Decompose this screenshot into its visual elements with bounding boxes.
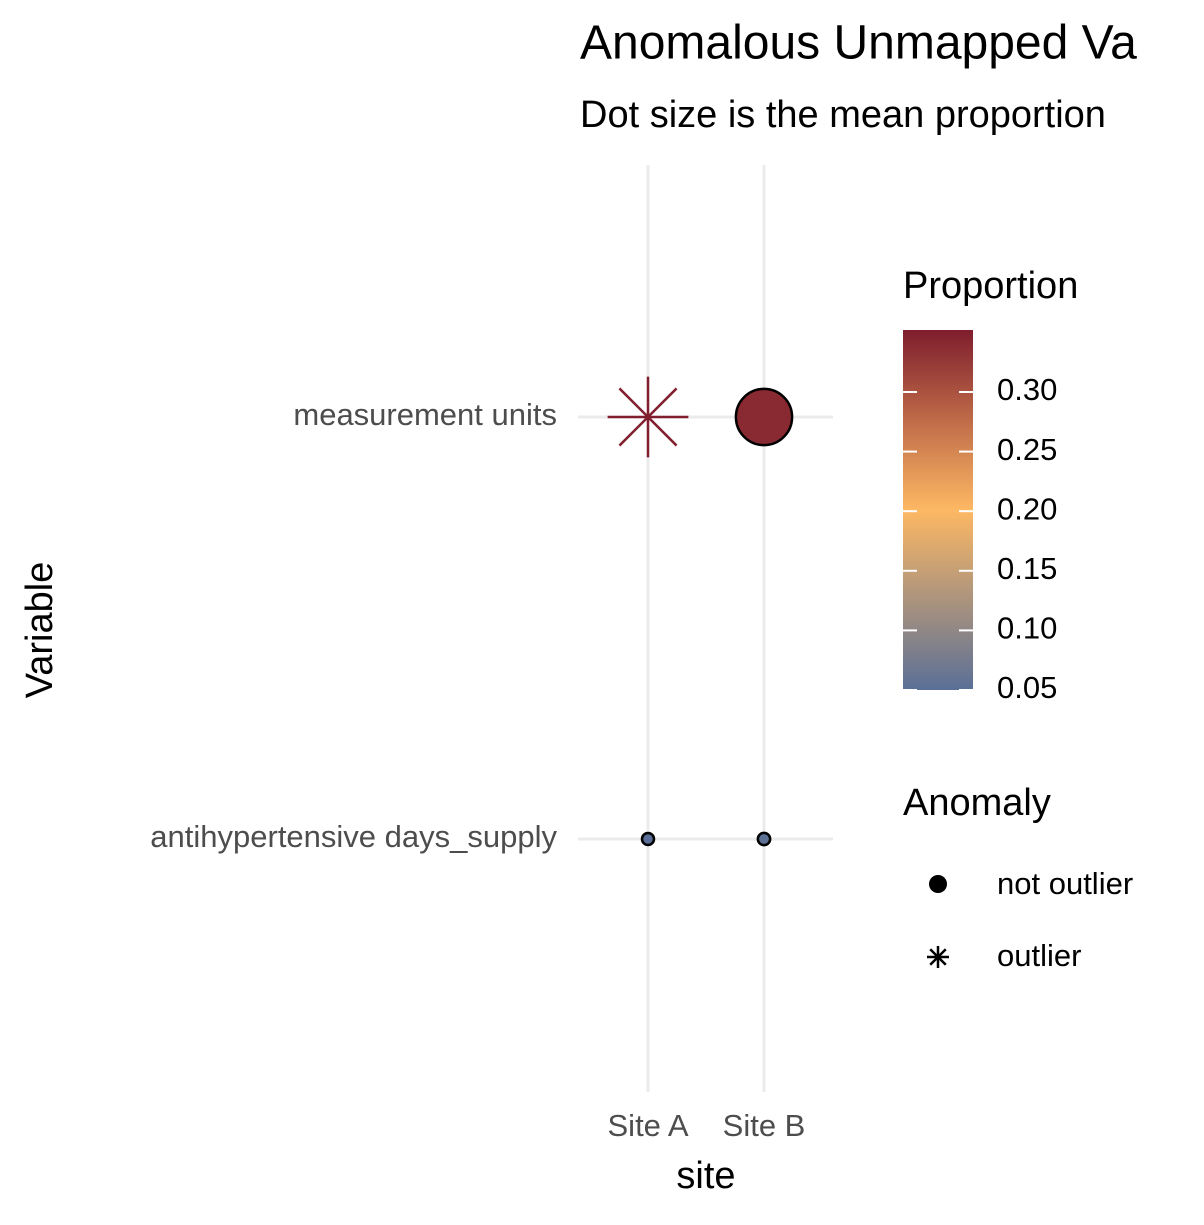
legend-symbol <box>929 875 947 893</box>
chart-title: Anomalous Unmapped Va <box>580 17 1137 70</box>
y-axis-label: Variable <box>19 562 61 699</box>
chart-subtitle: Dot size is the mean proportion <box>580 94 1106 136</box>
colorbar-label: 0.20 <box>997 491 1057 526</box>
point <box>756 831 772 847</box>
point <box>640 831 656 847</box>
colorbar <box>903 330 973 690</box>
point <box>607 376 689 458</box>
colorbar-label: 0.30 <box>997 372 1057 407</box>
y-tick-label: measurement units <box>293 397 557 432</box>
legend-title: Proportion <box>903 265 1078 307</box>
legend-title: Anomaly <box>903 782 1051 824</box>
colorbar-label: 0.25 <box>997 432 1057 467</box>
y-tick-label: antihypertensive days_supply <box>150 819 557 854</box>
legend-label: not outlier <box>997 866 1133 901</box>
x-tick-label: Site B <box>723 1108 806 1143</box>
legend-symbol <box>927 946 949 968</box>
star-arm <box>618 387 678 447</box>
legend-label: outlier <box>997 938 1081 973</box>
point <box>734 387 794 447</box>
star-arm <box>929 948 947 966</box>
colorbar-label: 0.10 <box>997 611 1057 646</box>
colorbar-label: 0.15 <box>997 551 1057 586</box>
x-tick-label: Site A <box>608 1108 689 1143</box>
x-axis-label: site <box>676 1155 735 1197</box>
colorbar-label: 0.05 <box>997 670 1057 705</box>
